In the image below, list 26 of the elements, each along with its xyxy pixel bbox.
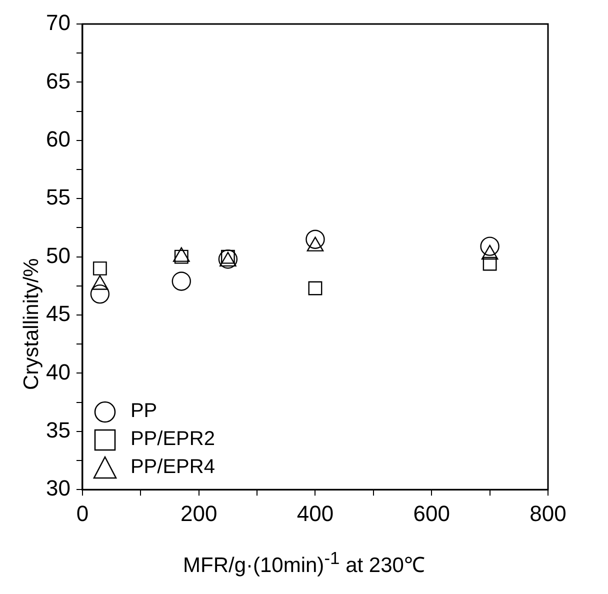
y-tick-label: 40 — [46, 359, 70, 384]
x-axis-title: MFR/g·(10min)$^{-1}$ at 230℃ — [182, 548, 426, 578]
point — [172, 272, 191, 291]
legend-label: PP/EPR4 — [130, 456, 215, 480]
y-tick-label: 35 — [46, 417, 70, 442]
point — [92, 261, 107, 276]
x-tick-label: 200 — [180, 500, 218, 526]
legend-label: PP — [130, 400, 158, 424]
y-tick-label: 55 — [46, 184, 70, 210]
legend-label: PP/EPR2 — [130, 428, 215, 452]
point — [308, 281, 322, 296]
y-tick-label: 60 — [46, 126, 70, 152]
y-tick-label: 30 — [46, 476, 70, 501]
y-tick-label: 45 — [46, 301, 70, 326]
y-axis-title: Crystallinity/% — [20, 258, 44, 390]
point — [306, 230, 325, 249]
x-tick-label: 0 — [76, 500, 89, 526]
y-tick-label: 70 — [46, 10, 70, 36]
x-tick-label: 400 — [296, 500, 334, 526]
point — [480, 236, 500, 256]
point — [482, 256, 497, 271]
point — [90, 284, 110, 304]
x-tick-label: 600 — [413, 500, 450, 526]
y-tick-label: 65 — [46, 68, 70, 94]
y-tick-label: 50 — [46, 242, 70, 268]
x-tick-label: 800 — [530, 500, 566, 526]
